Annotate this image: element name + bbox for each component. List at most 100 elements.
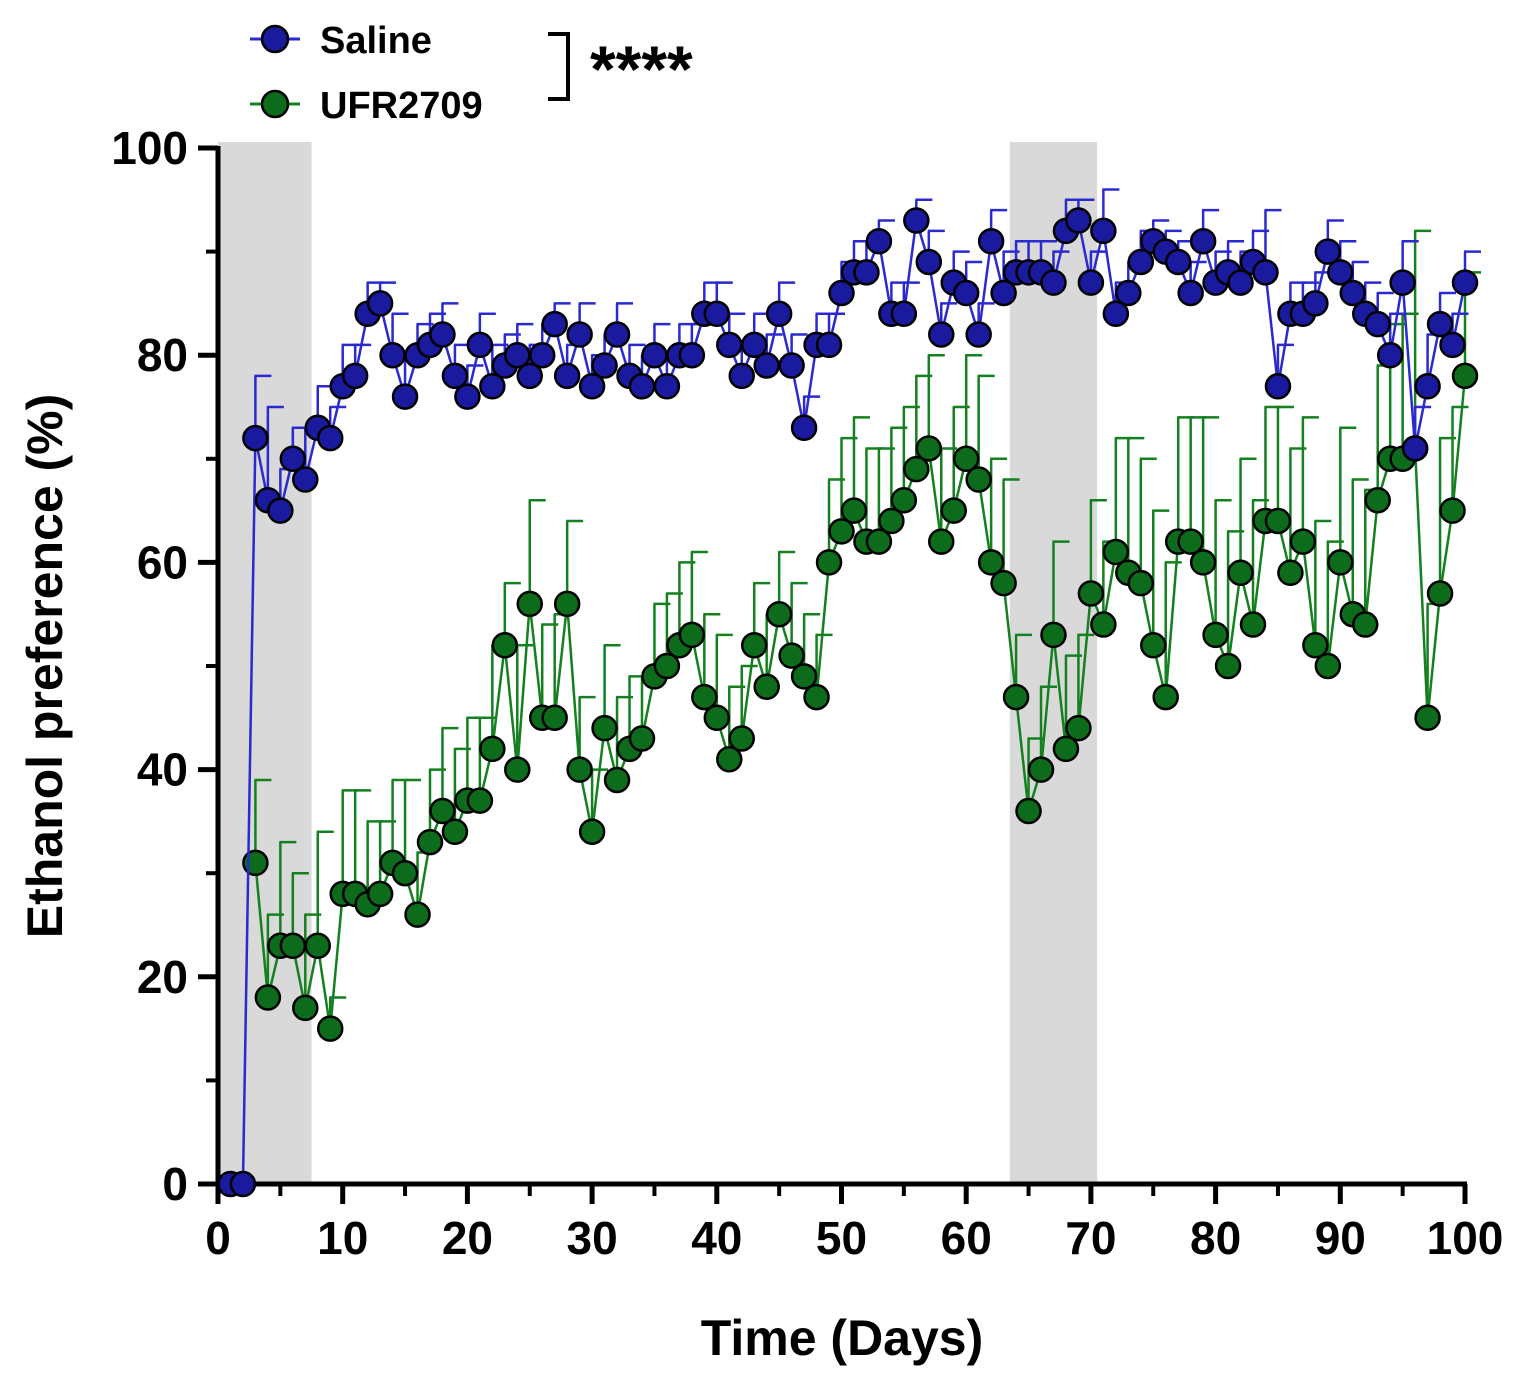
data-point-ufr2709 bbox=[466, 787, 494, 814]
data-point-saline bbox=[1414, 373, 1441, 400]
series-ufr2709 bbox=[242, 229, 1481, 1042]
data-point-ufr2709 bbox=[279, 932, 307, 959]
data-point-saline bbox=[753, 352, 780, 379]
data-point-ufr2709 bbox=[416, 828, 444, 856]
data-point-saline bbox=[1252, 259, 1279, 286]
data-point-ufr2709 bbox=[1364, 486, 1391, 514]
data-point-saline bbox=[316, 424, 344, 452]
series bbox=[217, 188, 1481, 1198]
significance-bracket bbox=[548, 32, 570, 101]
data-point-saline bbox=[1439, 331, 1466, 359]
data-point-saline bbox=[292, 466, 319, 493]
data-point-saline bbox=[1376, 341, 1404, 369]
data-point-saline bbox=[1264, 373, 1292, 400]
data-point-ufr2709 bbox=[703, 704, 731, 732]
data-point-saline bbox=[1314, 238, 1342, 265]
x-axis-title: Time (Days) bbox=[701, 1310, 984, 1366]
x-tick-label: 70 bbox=[1065, 1212, 1116, 1264]
data-point-saline bbox=[1090, 217, 1117, 245]
data-point-ufr2709 bbox=[391, 859, 419, 887]
data-point-saline bbox=[1364, 310, 1391, 338]
data-point-ufr2709 bbox=[1052, 735, 1080, 763]
data-point-saline bbox=[1189, 227, 1217, 255]
data-point-saline bbox=[391, 383, 419, 410]
data-point-ufr2709 bbox=[578, 818, 606, 846]
x-tick-label: 10 bbox=[317, 1212, 368, 1264]
data-point-ufr2709 bbox=[516, 590, 543, 618]
data-point-ufr2709 bbox=[1439, 497, 1466, 524]
data-point-saline bbox=[828, 279, 855, 307]
data-point-ufr2709 bbox=[1077, 580, 1105, 607]
data-point-saline bbox=[379, 341, 406, 369]
x-tick-label: 90 bbox=[1315, 1212, 1366, 1264]
data-point-saline bbox=[1327, 259, 1354, 286]
data-point-ufr2709 bbox=[628, 725, 656, 752]
data-point-saline bbox=[977, 227, 1005, 255]
data-point-ufr2709 bbox=[878, 507, 905, 535]
data-point-saline bbox=[1164, 248, 1192, 276]
data-point-saline bbox=[366, 290, 394, 317]
data-point-ufr2709 bbox=[1040, 621, 1067, 649]
data-point-saline bbox=[641, 341, 668, 369]
data-point-ufr2709 bbox=[479, 735, 506, 763]
data-point-saline bbox=[429, 321, 456, 348]
data-point-saline bbox=[516, 362, 543, 390]
shaded-region-1 bbox=[1009, 142, 1098, 1184]
significance-stars: **** bbox=[590, 32, 693, 106]
data-point-ufr2709 bbox=[1177, 528, 1204, 555]
x-tick-label: 50 bbox=[816, 1212, 867, 1264]
data-point-ufr2709 bbox=[865, 528, 893, 555]
data-point-ufr2709 bbox=[1027, 756, 1055, 783]
data-point-ufr2709 bbox=[441, 818, 469, 846]
data-point-ufr2709 bbox=[691, 683, 718, 711]
data-point-saline bbox=[242, 424, 269, 452]
data-point-ufr2709 bbox=[1351, 611, 1379, 638]
data-point-saline bbox=[479, 373, 506, 400]
data-point-saline bbox=[703, 300, 731, 328]
data-point-ufr2709 bbox=[591, 714, 618, 742]
data-point-saline bbox=[1177, 279, 1204, 307]
data-point-saline bbox=[915, 248, 943, 276]
data-point-ufr2709 bbox=[790, 663, 818, 690]
data-point-saline bbox=[1302, 290, 1329, 317]
data-point-ufr2709 bbox=[1202, 621, 1229, 649]
data-point-saline bbox=[903, 207, 930, 234]
data-point-ufr2709 bbox=[1239, 611, 1267, 638]
data-point-ufr2709 bbox=[928, 528, 955, 555]
data-point-saline bbox=[578, 373, 606, 400]
data-point-ufr2709 bbox=[1451, 362, 1479, 390]
x-tick-label: 60 bbox=[941, 1212, 992, 1264]
data-point-ufr2709 bbox=[1426, 580, 1454, 607]
data-point-saline bbox=[466, 331, 494, 359]
data-point-saline bbox=[1401, 435, 1429, 462]
data-point-saline bbox=[853, 259, 880, 286]
data-point-saline bbox=[341, 362, 369, 390]
data-point-saline bbox=[541, 310, 568, 338]
data-point-saline bbox=[441, 362, 469, 390]
series-saline bbox=[217, 188, 1481, 1198]
data-point-ufr2709 bbox=[1414, 704, 1441, 732]
data-point-saline bbox=[890, 300, 918, 328]
y-axis-title: Ethanol preference (%) bbox=[17, 394, 73, 939]
data-point-saline bbox=[965, 321, 992, 348]
data-point-ufr2709 bbox=[316, 1015, 344, 1042]
data-point-ufr2709 bbox=[1189, 549, 1217, 576]
data-point-ufr2709 bbox=[1264, 507, 1292, 535]
data-point-ufr2709 bbox=[653, 652, 681, 680]
data-point-ufr2709 bbox=[678, 621, 706, 649]
data-point-ufr2709 bbox=[603, 766, 631, 794]
data-point-saline bbox=[454, 383, 481, 410]
legend-saline-marker bbox=[260, 24, 290, 54]
shaded-region-0 bbox=[218, 142, 312, 1184]
data-point-saline bbox=[553, 362, 581, 390]
legend-saline-label: Saline bbox=[320, 20, 432, 62]
data-point-ufr2709 bbox=[990, 569, 1017, 597]
data-point-ufr2709 bbox=[828, 518, 855, 545]
data-point-saline bbox=[716, 331, 743, 359]
x-tick-label: 80 bbox=[1190, 1212, 1241, 1264]
data-point-ufr2709 bbox=[304, 932, 332, 959]
data-point-saline bbox=[1451, 269, 1479, 296]
x-tick-label: 0 bbox=[205, 1212, 231, 1264]
data-point-ufr2709 bbox=[977, 549, 1005, 576]
